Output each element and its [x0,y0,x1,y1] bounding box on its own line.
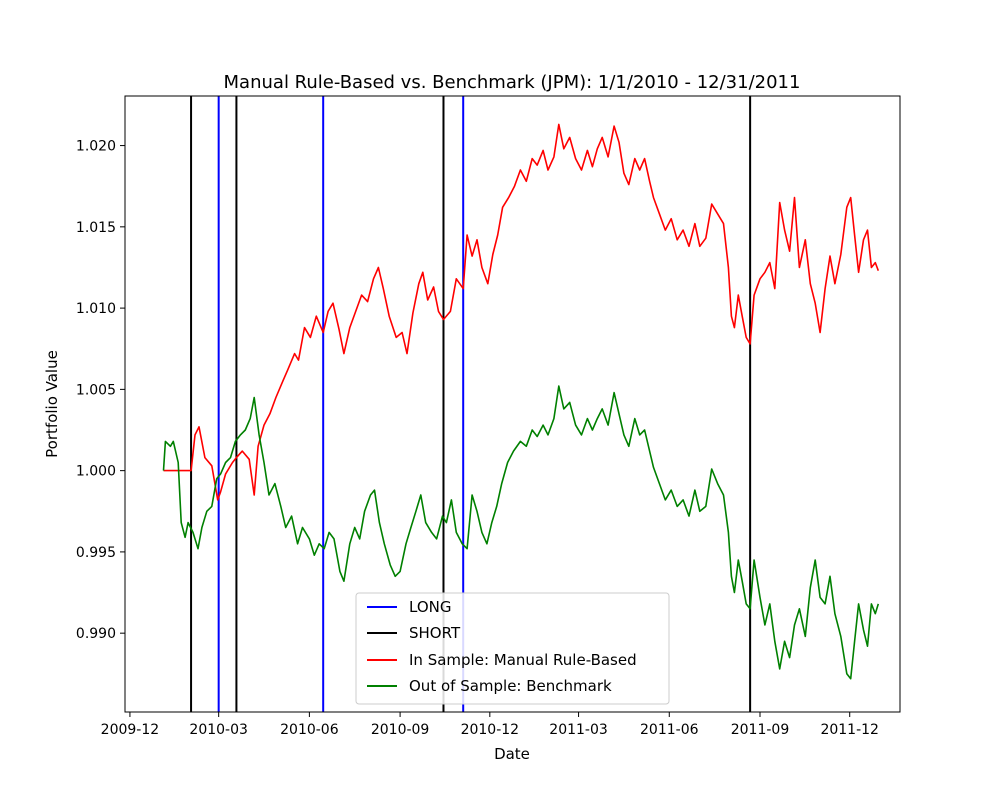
y-tick-label: 1.000 [76,464,116,480]
x-axis-label: Date [494,745,530,763]
legend-label-in-sample: In Sample: Manual Rule-Based [409,651,637,669]
legend-label-short: SHORT [409,624,461,642]
legend-box [355,592,670,705]
plot-area [162,96,880,712]
y-axis-label: Portfolio Value [43,350,61,458]
y-tick-label: 0.995 [76,545,116,561]
x-tick-label: 2010-12 [461,722,520,738]
x-tick-label: 2011-03 [549,722,608,738]
y-tick-label: 1.020 [76,139,116,155]
legend-label-benchmark: Out of Sample: Benchmark [409,677,612,695]
y-tick-label: 1.005 [76,382,116,398]
x-tick-label: 2011-12 [820,722,879,738]
legend: LONG SHORT In Sample: Manual Rule-Based … [355,592,670,705]
chart-title: Manual Rule-Based vs. Benchmark (JPM): 1… [224,72,801,93]
x-tick-label: 2010-06 [280,722,339,738]
x-tick-label: 2009-12 [101,722,160,738]
x-tick-label: 2011-06 [640,722,699,738]
x-tick-label: 2011-09 [731,722,790,738]
plot-frame [124,95,901,713]
y-tick-label: 1.010 [76,301,116,317]
x-axis: 2009-12 2010-03 2010-06 2010-09 2010-12 2011-… [101,712,879,738]
y-tick-label: 1.015 [76,220,116,236]
x-tick-label: 2010-09 [371,722,430,738]
y-axis: 0.990 0.995 1.000 1.005 1.010 1.015 1.020 [76,139,125,642]
legend-label-long: LONG [409,598,451,616]
series-line-benchmark [162,385,880,680]
series-line-in-sample [163,123,880,501]
y-tick-label: 0.990 [76,626,116,642]
x-tick-label: 2010-03 [189,722,248,738]
